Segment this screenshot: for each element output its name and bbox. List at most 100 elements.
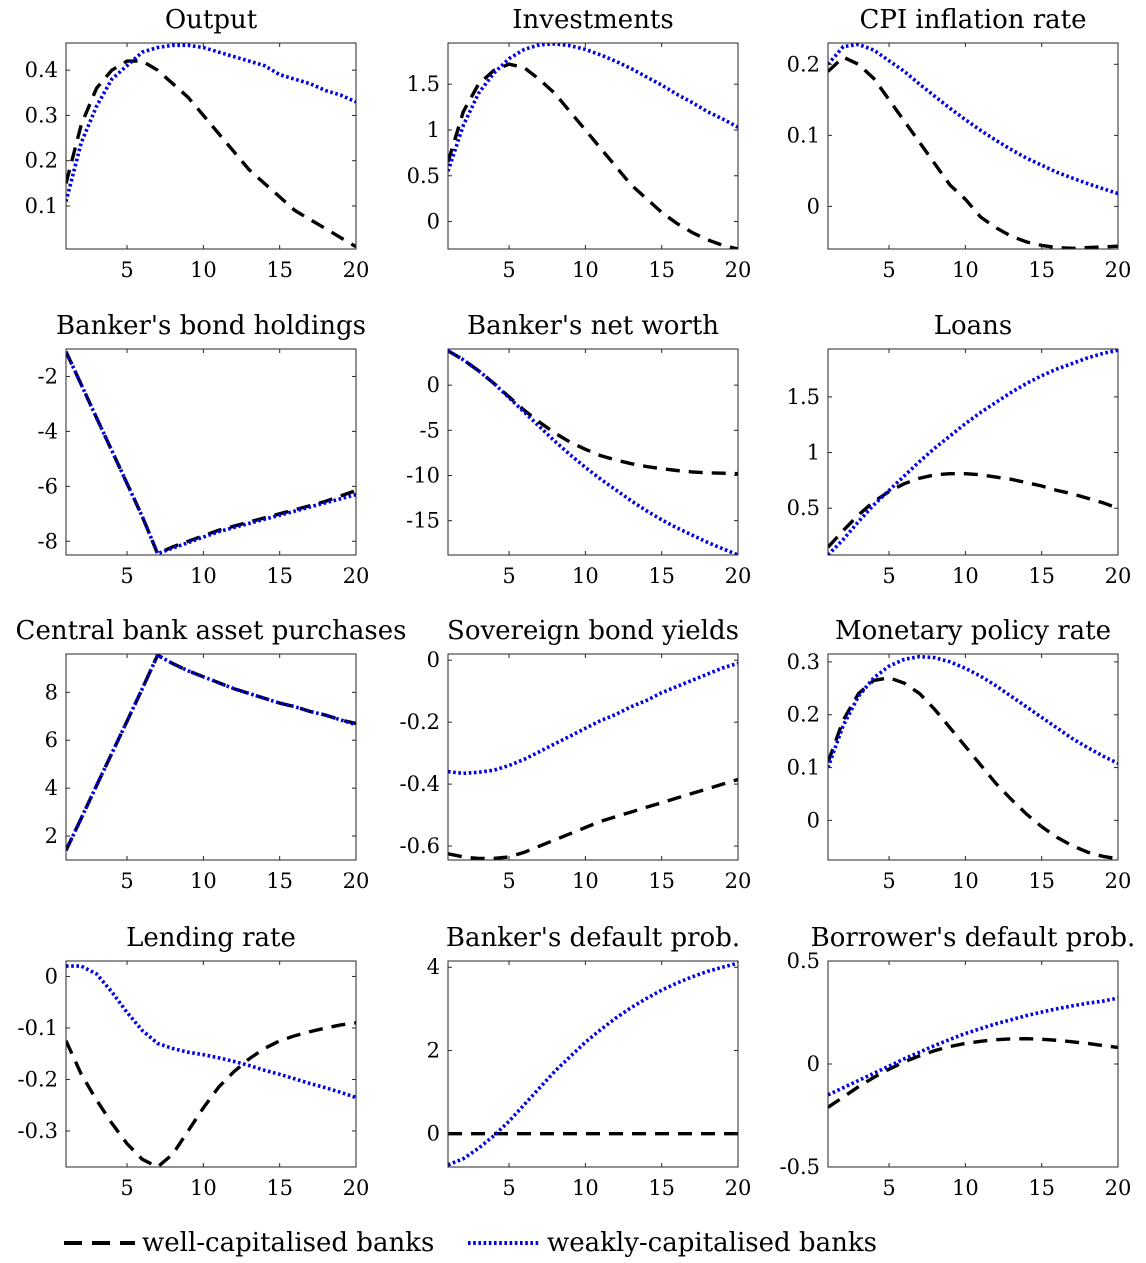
subplot-title: Central bank asset purchases [16,616,407,646]
x-tick-label: 10 [190,258,217,282]
y-tick-label: -10 [406,463,440,487]
x-tick-label: 10 [952,1176,979,1200]
y-tick-label: 0.2 [787,52,820,76]
axes-box [447,960,739,1168]
subplot-title: Sovereign bond yields [447,616,739,646]
x-tick-label: 10 [572,564,599,588]
y-tick-label: 0.1 [787,756,820,780]
axes-box [65,42,357,250]
x-tick-label: 20 [343,564,370,588]
x-tick-label: 20 [1105,869,1132,893]
y-tick-label: 0.2 [25,149,58,173]
subplot-10: 5 10 15 20 -0.3 -0.2 -0.1 0 Lending rate [18,923,370,1200]
y-tick-label: -15 [406,509,440,533]
subplot-6: 5 10 15 20 0.5 1 1.5 Loans [787,311,1132,588]
subplot-title: Monetary policy rate [835,616,1111,646]
y-tick-label: -0.2 [18,1067,59,1091]
x-tick-label: 15 [1028,1176,1055,1200]
y-tick-label: 2 [427,1038,440,1062]
series-line-well-capitalised [448,62,738,249]
subplot-title: Output [165,5,258,35]
x-tick-label: 10 [952,869,979,893]
axes-box [827,960,1119,1168]
x-tick-label: 15 [1028,869,1055,893]
axes-box [447,348,739,556]
subplot-title: CPI inflation rate [859,5,1086,35]
axes-box [65,960,357,1168]
x-tick-label: 5 [502,1176,515,1200]
y-tick-label: 0.5 [407,164,440,188]
x-tick-label: 15 [648,869,675,893]
x-tick-label: 10 [572,258,599,282]
y-tick-label: 0 [807,808,820,832]
axes-box [65,653,357,861]
y-tick-label: -0.3 [18,1119,59,1143]
subplot-title: Banker's default prob. [446,923,740,953]
y-tick-label: 0 [45,964,58,988]
y-tick-label: 0.4 [25,58,58,82]
x-tick-label: 5 [120,1176,133,1200]
x-tick-label: 10 [572,869,599,893]
x-tick-label: 5 [882,258,895,282]
y-tick-label: 0 [807,1052,820,1076]
x-tick-label: 20 [343,258,370,282]
x-tick-label: 15 [1028,258,1055,282]
x-tick-label: 15 [648,258,675,282]
y-tick-label: 6 [45,728,58,752]
x-tick-label: 20 [343,1176,370,1200]
y-tick-label: 0.3 [787,650,820,674]
series-line-well-capitalised [66,350,356,555]
subplot-title: Banker's bond holdings [56,311,366,341]
x-tick-label: 5 [120,869,133,893]
x-tick-label: 5 [882,869,895,893]
y-tick-label: 1.5 [787,385,820,409]
x-tick-label: 20 [725,869,752,893]
y-tick-label: -2 [38,364,58,388]
x-tick-label: 10 [572,1176,599,1200]
series-line-well-capitalised [66,59,356,249]
x-tick-label: 5 [882,1176,895,1200]
y-tick-label: 0.2 [787,703,820,727]
y-tick-label: 0 [427,1122,440,1146]
subplot-5: 5 10 15 20 -15 -10 -5 0 Banker's net worth [406,311,751,588]
axes-box [447,42,739,250]
y-tick-label: 2 [45,824,58,848]
y-tick-label: 0.1 [787,123,820,147]
x-tick-label: 20 [1105,258,1132,282]
subplot-4: 5 10 15 20 -8 -6 -4 -2 Banker's bond holdings [38,311,370,588]
subplot-title: Loans [934,311,1013,341]
x-tick-label: 20 [725,1176,752,1200]
y-tick-label: 0.1 [25,194,58,218]
subplot-9: 5 10 15 20 0 0.1 0.2 0.3 Monetary policy rate [787,616,1132,893]
y-tick-label: 0.5 [787,496,820,520]
x-tick-label: 15 [266,869,293,893]
legend-label-weak: weakly-capitalised banks [547,1228,877,1258]
axes-box [65,348,357,556]
subplot-title: Borrower's default prob. [811,923,1136,953]
legend: well-capitalised banks weakly-capitalised… [64,1228,877,1258]
series-line-weakly-capitalised [828,43,1118,196]
x-tick-label: 5 [120,258,133,282]
x-tick-label: 10 [190,1176,217,1200]
x-tick-label: 20 [1105,1176,1132,1200]
x-tick-label: 5 [502,869,515,893]
series-line-well-capitalised [448,349,738,476]
series-line-well-capitalised [66,654,356,852]
x-tick-label: 20 [343,869,370,893]
axes-box [827,653,1119,861]
y-tick-label: -0.4 [400,772,441,796]
x-tick-label: 10 [952,258,979,282]
y-tick-label: -0.5 [780,1155,821,1179]
y-tick-label: 1.5 [407,72,440,96]
x-tick-label: 10 [190,869,217,893]
subplot-3: 5 10 15 20 0 0.1 0.2 CPI inflation rate [787,5,1132,282]
series-line-weakly-capitalised [66,350,356,555]
y-tick-label: -5 [420,418,440,442]
x-tick-label: 15 [266,564,293,588]
x-tick-label: 15 [648,564,675,588]
x-tick-label: 20 [725,258,752,282]
legend-label-well: well-capitalised banks [142,1228,434,1258]
